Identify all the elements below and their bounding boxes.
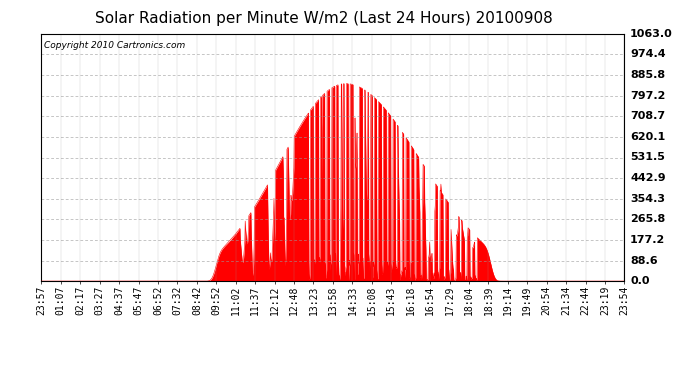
Text: Copyright 2010 Cartronics.com: Copyright 2010 Cartronics.com bbox=[44, 41, 186, 50]
Text: 974.4: 974.4 bbox=[630, 50, 666, 59]
Text: 885.8: 885.8 bbox=[630, 70, 665, 80]
Text: 620.1: 620.1 bbox=[630, 132, 665, 142]
Text: 531.5: 531.5 bbox=[630, 153, 665, 162]
Text: 177.2: 177.2 bbox=[630, 235, 665, 245]
Text: 0.0: 0.0 bbox=[630, 276, 649, 286]
Text: 88.6: 88.6 bbox=[630, 256, 658, 266]
Text: 265.8: 265.8 bbox=[630, 214, 665, 224]
Text: 442.9: 442.9 bbox=[630, 173, 666, 183]
Text: 1063.0: 1063.0 bbox=[630, 29, 673, 39]
Text: 354.3: 354.3 bbox=[630, 194, 665, 204]
Text: Solar Radiation per Minute W/m2 (Last 24 Hours) 20100908: Solar Radiation per Minute W/m2 (Last 24… bbox=[95, 11, 553, 26]
Text: 797.2: 797.2 bbox=[630, 91, 665, 101]
Text: 708.7: 708.7 bbox=[630, 111, 665, 121]
